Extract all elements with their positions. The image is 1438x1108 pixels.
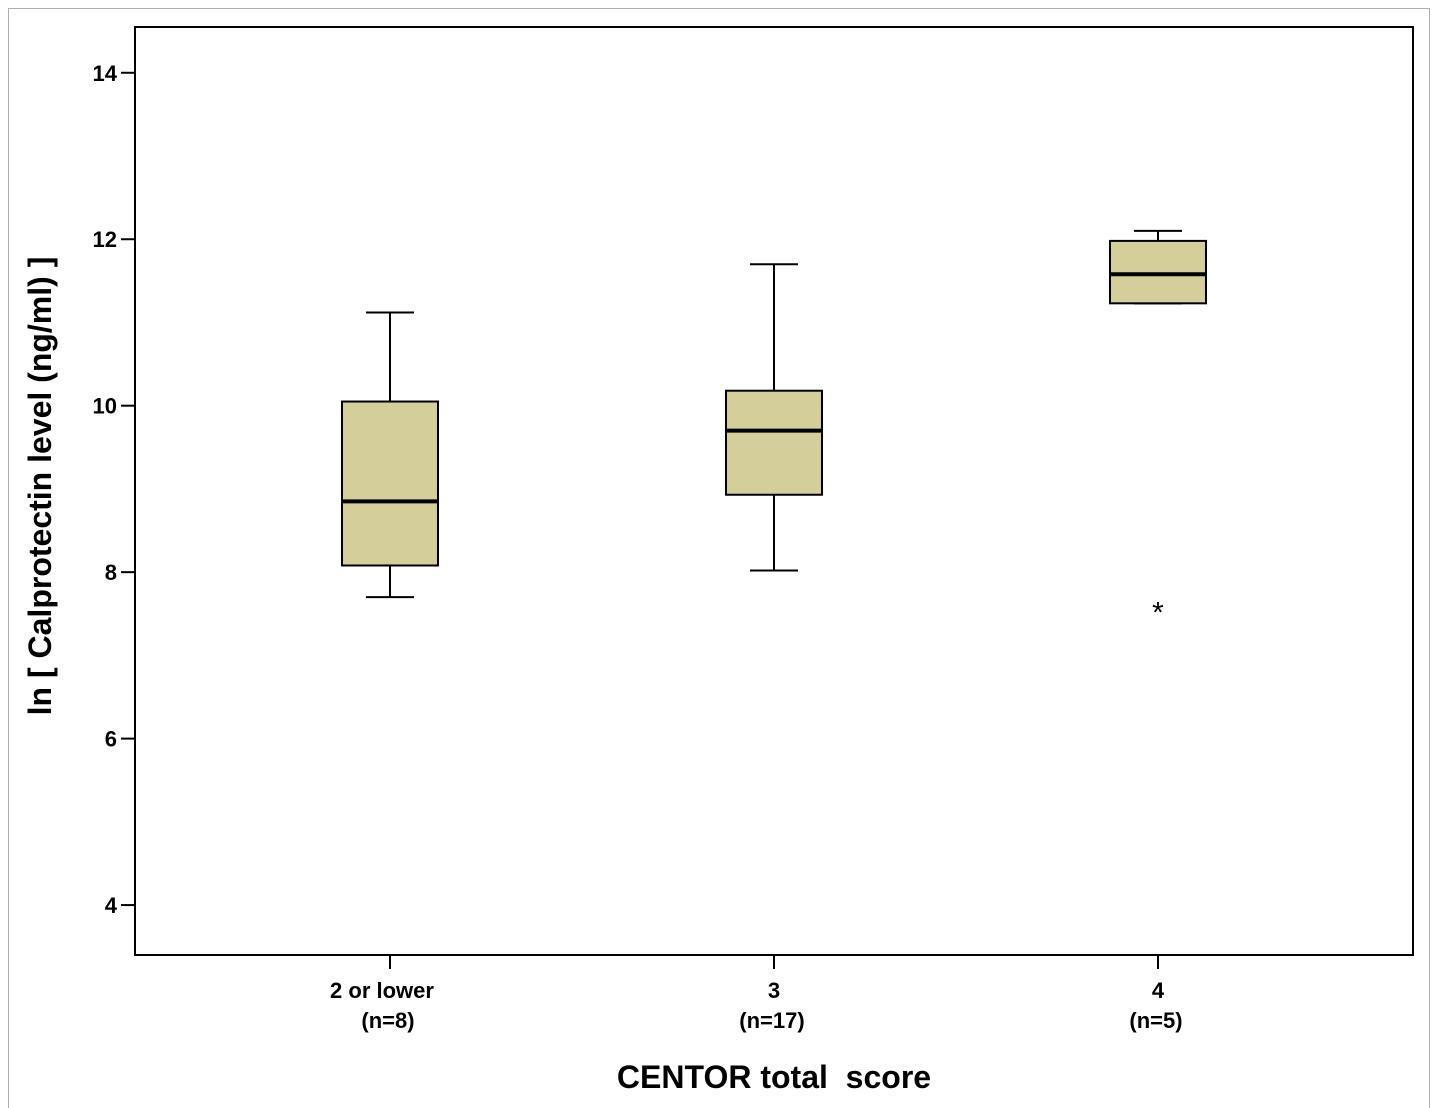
y-axis: 4 6 8 10 12 14 bbox=[93, 61, 135, 918]
x-tick-n-label: (n=8) bbox=[361, 1008, 414, 1033]
x-tick-label: 2 or lower bbox=[330, 978, 434, 1003]
box-3: * bbox=[1109, 229, 1207, 629]
y-tick-label: 4 bbox=[105, 893, 118, 918]
y-tick-label: 6 bbox=[105, 727, 117, 752]
boxes-group: * bbox=[341, 229, 1207, 629]
box-iqr bbox=[725, 389, 823, 496]
x-axis-title: CENTOR total score bbox=[617, 1059, 931, 1095]
outlier-marker: * bbox=[1152, 596, 1164, 629]
y-tick-label: 12 bbox=[93, 227, 117, 252]
box-iqr bbox=[1109, 239, 1207, 305]
y-tick-label: 8 bbox=[105, 560, 117, 585]
y-axis-title: ln [ Calprotectin level (ng/ml) ] bbox=[22, 257, 58, 716]
box-iqr bbox=[341, 400, 439, 567]
x-tick-label: 4 bbox=[1152, 978, 1165, 1003]
x-tick-n-label: (n=17) bbox=[739, 1008, 804, 1033]
x-tick-label: 3 bbox=[768, 978, 780, 1003]
figure-frame bbox=[8, 8, 1430, 1108]
x-axis: 2 or lower (n=8) 3 (n=17) 4 (n=5) bbox=[330, 955, 1183, 1033]
y-tick-label: 14 bbox=[93, 61, 118, 86]
box-1 bbox=[341, 311, 439, 599]
x-tick-n-label: (n=5) bbox=[1129, 1008, 1182, 1033]
y-tick-label: 10 bbox=[93, 394, 117, 419]
box-2 bbox=[725, 263, 823, 572]
